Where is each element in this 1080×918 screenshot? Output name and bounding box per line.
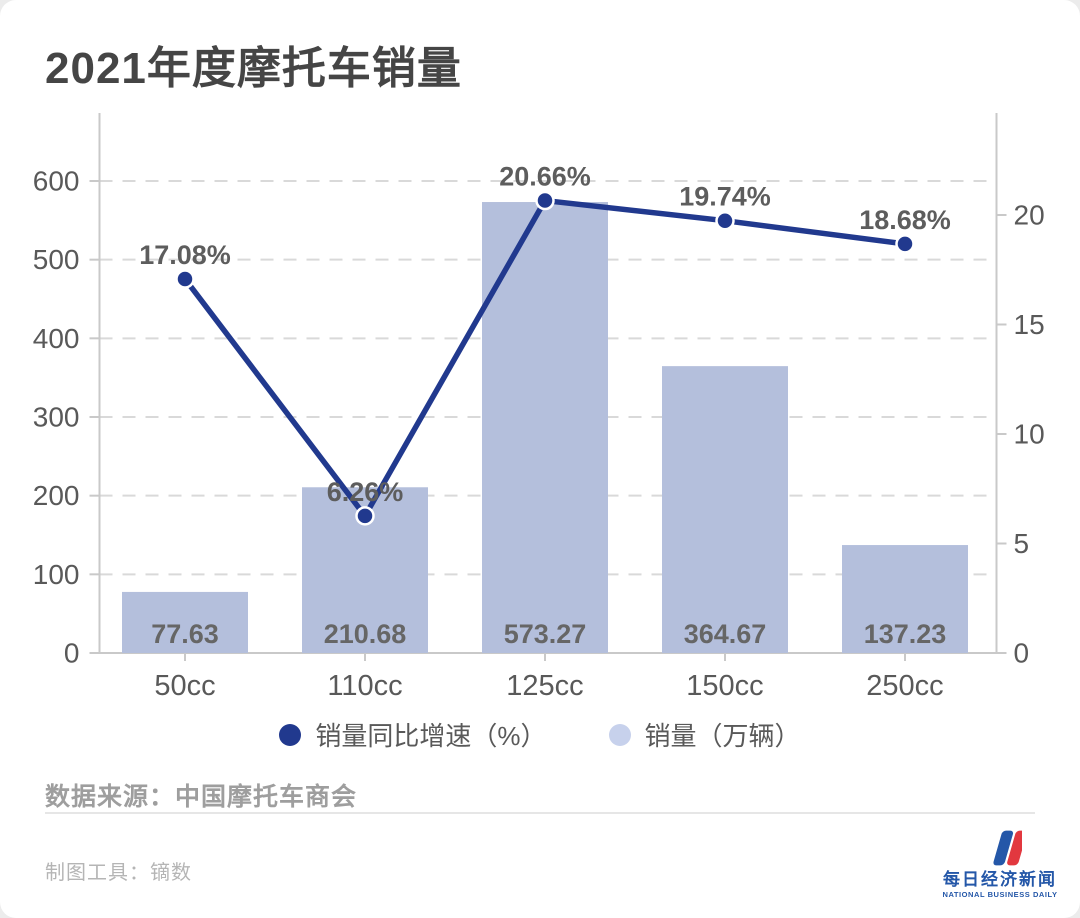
legend-item-sales: 销量（万辆） bbox=[608, 716, 801, 753]
bar-150cc bbox=[662, 366, 788, 653]
publisher-logo-n-icon bbox=[993, 830, 1022, 866]
bar-value-label: 210.68 bbox=[324, 619, 407, 649]
combo-chart: 0 100 200 300 400 500 600 0 5 10 15 20 77.63 50cc 210.… bbox=[33, 113, 1045, 702]
legend: 销量同比增速（%） 销量（万辆） bbox=[0, 716, 1080, 753]
legend-sales-label: 销量（万辆） bbox=[644, 721, 801, 751]
left-tick-label: 600 bbox=[33, 166, 80, 197]
point-value-label: 19.74% bbox=[679, 182, 771, 212]
line-point-125cc bbox=[535, 190, 555, 211]
data-source-text: 数据来源：中国摩托车商会 bbox=[45, 783, 358, 811]
right-tick-label: 10 bbox=[1014, 419, 1045, 450]
left-tick-label: 500 bbox=[33, 244, 80, 275]
right-tick-label: 20 bbox=[1014, 200, 1045, 231]
bar-value-label: 137.23 bbox=[864, 619, 947, 649]
category-label: 50cc bbox=[154, 670, 215, 702]
right-tick-label: 15 bbox=[1014, 309, 1045, 340]
left-tick-label: 200 bbox=[33, 480, 80, 511]
footer-divider bbox=[45, 812, 1035, 814]
line-point-110cc bbox=[355, 506, 375, 526]
left-tick-label: 300 bbox=[33, 402, 80, 433]
bar-250cc bbox=[842, 545, 968, 653]
right-tick-label: 5 bbox=[1014, 528, 1030, 559]
page-title: 2021年度摩托车销量 bbox=[45, 44, 462, 93]
category-label: 250cc bbox=[866, 670, 943, 702]
left-tick-label: 400 bbox=[33, 323, 80, 354]
legend-growth-label: 销量同比增速（%） bbox=[315, 721, 547, 751]
bar-value-label: 573.27 bbox=[504, 619, 587, 649]
bar-value-label: 77.63 bbox=[151, 619, 219, 649]
right-tick-label: 0 bbox=[1014, 638, 1030, 669]
publisher-logo: 每日经济新闻 NATIONAL BUSINESS DAILY bbox=[930, 829, 1070, 899]
legend-growth-dot-icon bbox=[279, 723, 302, 746]
line-point-50cc bbox=[175, 269, 195, 289]
line-point-150cc bbox=[715, 210, 735, 231]
publisher-logo-cn: 每日经济新闻 bbox=[943, 870, 1057, 889]
left-tick-label: 100 bbox=[33, 559, 80, 590]
legend-item-growth: 销量同比增速（%） bbox=[279, 716, 547, 753]
point-value-label: 17.08% bbox=[139, 240, 231, 270]
legend-sales-dot-icon bbox=[608, 723, 631, 746]
chart-tool-text: 制图工具：镝数 bbox=[45, 862, 192, 884]
point-value-label: 20.66% bbox=[499, 162, 591, 192]
line-point-250cc bbox=[895, 234, 915, 254]
bar-125cc bbox=[482, 202, 608, 654]
category-label: 150cc bbox=[686, 670, 763, 702]
publisher-logo-en: NATIONAL BUSINESS DAILY bbox=[942, 890, 1058, 899]
bar-50cc bbox=[122, 591, 248, 653]
point-value-label: 6.26% bbox=[327, 477, 404, 507]
point-value-label: 18.68% bbox=[859, 205, 951, 235]
category-label: 110cc bbox=[327, 670, 402, 702]
category-label: 125cc bbox=[506, 670, 583, 702]
left-tick-label: 0 bbox=[64, 638, 80, 669]
bar-value-label: 364.67 bbox=[684, 619, 767, 649]
